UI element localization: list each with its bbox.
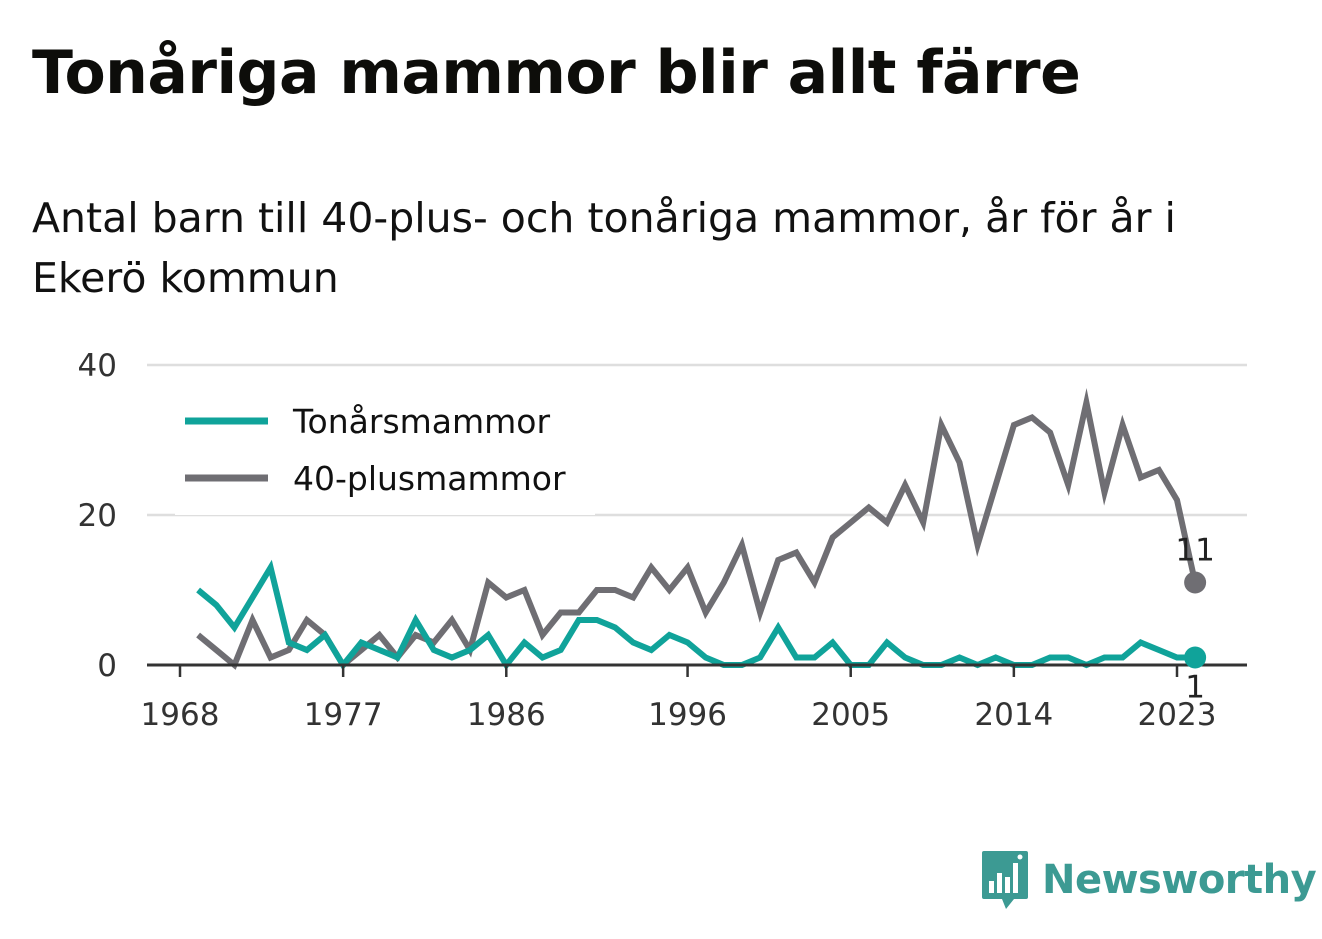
x-tick-label-1986: 1986 <box>467 697 546 733</box>
series-line-fyrtioplusmammor <box>196 387 1199 670</box>
legend-label-fyrtioplusmammor: 40-plusmammor <box>293 459 566 498</box>
brand-name: Newsworthy <box>1042 857 1317 903</box>
end-point-fyrtioplusmammor <box>1184 571 1207 594</box>
end-point-tonarsmammor <box>1184 646 1207 669</box>
end-label-fyrtioplusmammor: 11 <box>1175 533 1214 569</box>
end-label-tonarsmammor: 1 <box>1185 670 1205 706</box>
bar-chart-speech-bubble-icon <box>982 851 1028 909</box>
y-tick-label-20: 20 <box>78 498 117 534</box>
y-tick-label-40: 40 <box>78 348 117 384</box>
x-tick-label-1996: 1996 <box>648 697 727 733</box>
x-tick-label-2023: 2023 <box>1138 697 1217 733</box>
legend-label-tonarsmammor: Tonårsmammor <box>292 402 550 441</box>
x-tick-label-1968: 1968 <box>141 697 220 733</box>
x-tick-label-1977: 1977 <box>304 697 383 733</box>
chart-subtitle: Antal barn till 40-plus- och tonåriga ma… <box>32 194 1176 302</box>
x-tick-label-2005: 2005 <box>811 697 890 733</box>
legend-box <box>175 385 595 515</box>
x-tick-label-2014: 2014 <box>974 697 1053 733</box>
brand-logo: Newsworthy <box>980 848 1317 912</box>
chart-title: Tonåriga mammor blir allt färre <box>32 38 1081 108</box>
y-tick-label-0: 0 <box>97 648 117 684</box>
